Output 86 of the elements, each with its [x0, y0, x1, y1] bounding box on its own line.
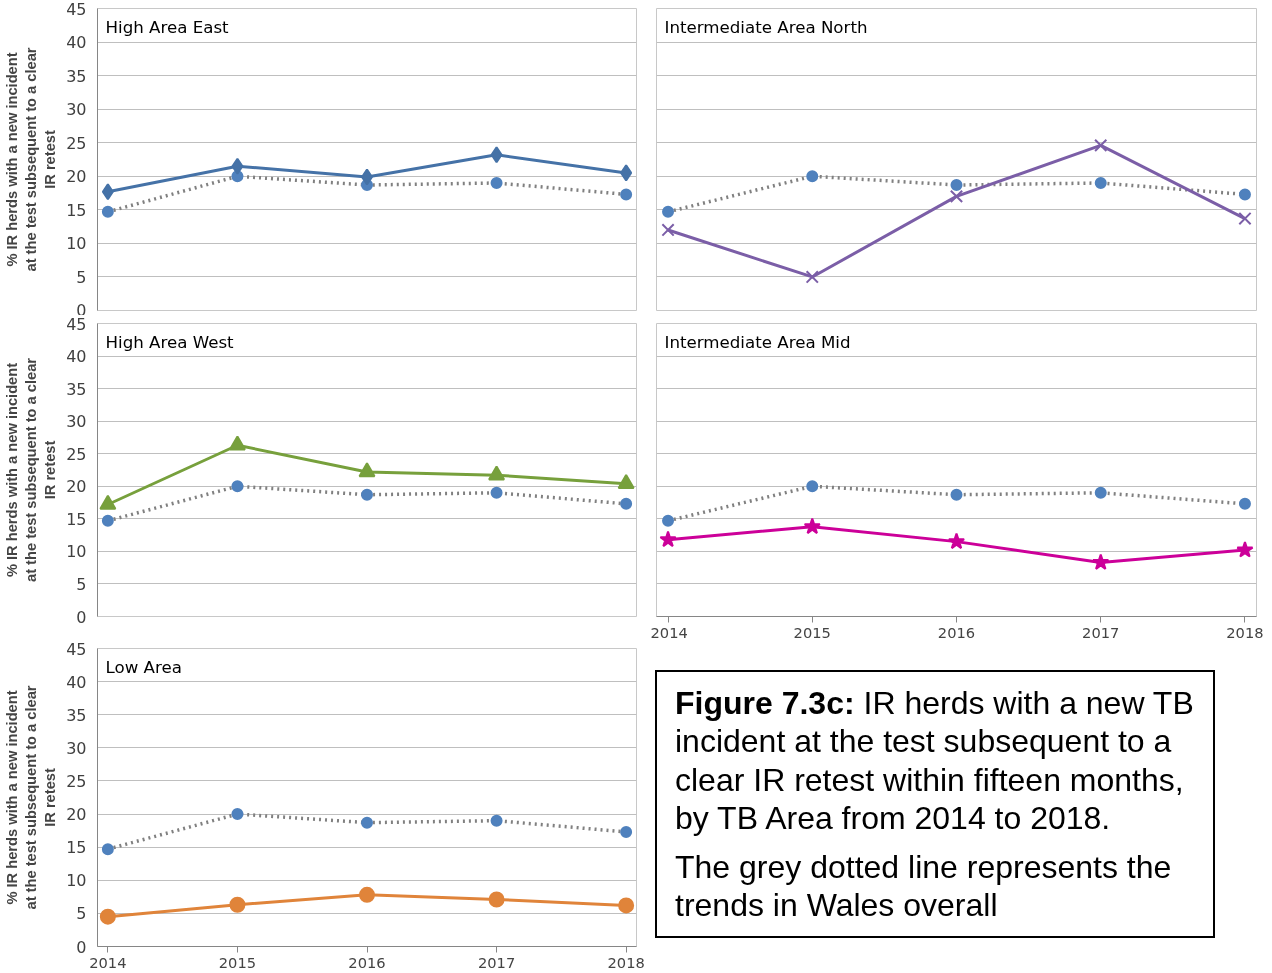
point: [1238, 211, 1252, 226]
y-tick-label: 10: [66, 234, 87, 254]
point: [1094, 486, 1107, 499]
y-tick-label: 0: [76, 937, 87, 957]
x-tick-label: 2014: [650, 623, 688, 641]
x-tick-label: 2018: [607, 953, 645, 971]
point: [1236, 541, 1254, 558]
text: High Area West: [105, 332, 235, 352]
y-tick-label: 25: [66, 133, 87, 153]
y-tick-label: 15: [66, 509, 87, 529]
point: [618, 897, 635, 914]
y-tick-label: 5: [76, 267, 87, 287]
text: Intermediate Area North: [664, 17, 868, 37]
x-tick-label: 2017: [1082, 623, 1120, 641]
point: [620, 164, 633, 182]
point: [806, 170, 819, 183]
y-tick-label: 30: [66, 100, 87, 120]
point: [1238, 497, 1251, 510]
point: [101, 183, 114, 201]
point: [803, 517, 821, 535]
y-axis-title: % IR herds with a new incident at the test subsequent to a clear IR retest: [3, 357, 59, 582]
y-tick-label: 10: [66, 542, 87, 562]
point: [1094, 138, 1108, 153]
x-tick-label: 2015: [218, 953, 257, 971]
point: [490, 146, 503, 164]
point: [805, 270, 819, 284]
point: [620, 188, 633, 201]
y-tick-label: 20: [66, 477, 87, 497]
y-tick-label: 45: [66, 314, 87, 334]
point: [361, 816, 373, 829]
y-tick-label: 40: [66, 33, 87, 53]
y-axis-title: % IR herds with a new incident at the test subsequent to a clear IR retest: [3, 685, 59, 910]
point: [662, 514, 675, 527]
y-tick-label: 40: [66, 672, 87, 692]
point: [99, 908, 116, 925]
y-tick-label: 15: [66, 200, 87, 220]
y-tick-label: 30: [66, 738, 87, 758]
y-tick-label: 35: [66, 379, 87, 399]
point: [101, 205, 114, 218]
x-tick-label: 2016: [348, 953, 386, 971]
y-tick-label: 0: [76, 607, 87, 627]
point: [659, 530, 677, 548]
point: [1092, 553, 1110, 570]
y-tick-label: 20: [66, 167, 87, 187]
y-tick-label: 25: [66, 771, 87, 791]
point: [620, 825, 633, 838]
point: [231, 157, 244, 175]
y-axis-title: % IR herds with a new incident at the test subsequent to a clear IR retest: [3, 47, 59, 272]
point: [949, 189, 964, 204]
point: [490, 177, 503, 189]
point: [1094, 177, 1107, 189]
point: [947, 532, 966, 550]
point: [101, 843, 114, 856]
y-tick-label: 20: [66, 805, 87, 825]
x-tick-label: 2016: [937, 623, 976, 641]
point: [229, 896, 246, 913]
x-tick-label: 2014: [89, 953, 127, 971]
point: [661, 223, 675, 237]
y-tick-label: 40: [66, 347, 87, 367]
point: [231, 808, 244, 821]
y-tick-label: 45: [66, 0, 87, 19]
point: [950, 179, 963, 191]
y-tick-label: 25: [66, 444, 87, 464]
x-tick-label: 2017: [477, 953, 516, 971]
point: [488, 891, 505, 908]
x-tick-label: 2015: [793, 623, 831, 641]
text: Intermediate Area Mid: [664, 332, 851, 352]
x-tick-label: 2018: [1226, 623, 1264, 641]
y-tick-label: 5: [76, 904, 87, 924]
text: Low Area: [105, 657, 182, 677]
y-tick-label: 45: [66, 639, 87, 659]
point: [359, 886, 375, 903]
text: The grey dotted line represents the trends in Wales overall: [675, 847, 1173, 925]
point: [950, 488, 963, 501]
y-tick-label: 35: [66, 66, 87, 86]
y-tick-label: 5: [76, 574, 87, 594]
y-tick-label: 15: [66, 838, 87, 858]
point: [490, 814, 503, 827]
point: [1238, 188, 1251, 201]
y-tick-label: 30: [66, 412, 87, 432]
y-tick-label: 35: [66, 705, 87, 725]
text: High Area East: [105, 17, 230, 37]
text: Figure 7.3c:: [675, 685, 855, 721]
y-tick-label: 10: [66, 871, 87, 891]
point: [662, 205, 675, 218]
point: [806, 480, 819, 493]
